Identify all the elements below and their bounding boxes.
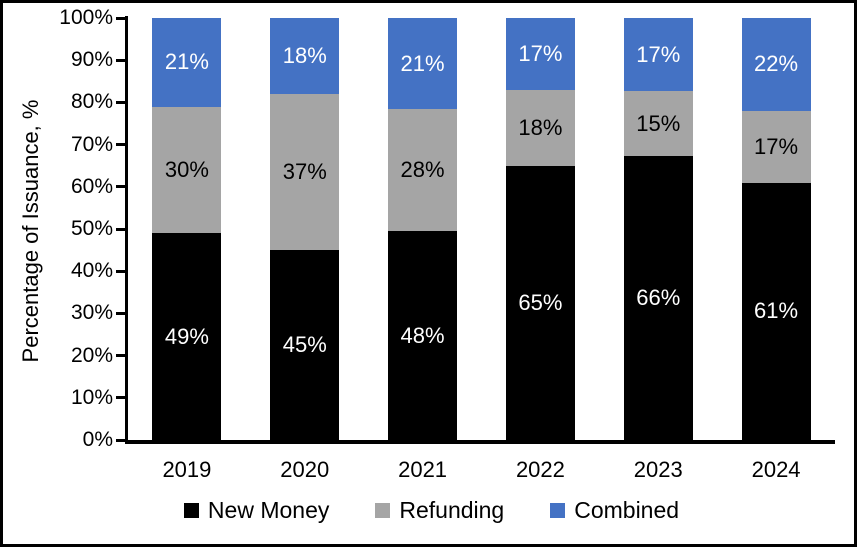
bar-segment-label: 65%: [518, 289, 563, 315]
legend-label: New Money: [207, 497, 330, 523]
legend-item-combined: Combined: [550, 497, 679, 524]
category-label: 2023: [633, 457, 683, 482]
legend-label: Refunding: [399, 497, 505, 523]
stacked-bar-chart: 0% 10% 20% 30% 40% 50% 60% 70% 80% 90% 100% 49% 30% 2…: [3, 3, 854, 544]
bar-segment-label: 17%: [754, 133, 799, 159]
bar-segment-new-money: [388, 231, 458, 440]
bar-segment-label: 21%: [164, 49, 209, 75]
bar-segment-label: 49%: [164, 323, 209, 349]
bar-segment-label: 21%: [400, 50, 445, 76]
bar-segment-label: 30%: [164, 156, 209, 182]
y-tick-label: 60%: [70, 174, 113, 198]
y-tick-mark: [116, 143, 125, 147]
bar-segment-label: 18%: [518, 114, 563, 140]
bar-segment-combined: [388, 18, 458, 110]
bar-segment-combined: [270, 18, 340, 94]
y-tick-label: 50%: [70, 217, 113, 240]
bar-segment-label: 45%: [282, 332, 327, 358]
y-tick-label: 70%: [70, 132, 113, 156]
bar-segment-refunding: [505, 89, 575, 166]
y-tick-label: 40%: [70, 259, 113, 283]
bar-segment-combined: [505, 18, 575, 90]
y-tick-label: 90%: [70, 48, 113, 72]
bar-segment-label: 37%: [282, 159, 327, 185]
y-tick-mark: [116, 396, 125, 400]
y-tick-label: 30%: [70, 301, 113, 325]
legend-label: Combined: [574, 497, 680, 523]
bar-segment-label: 18%: [282, 42, 327, 68]
category-label: 2021: [398, 457, 448, 482]
bar-segment-new-money: [741, 182, 811, 440]
y-tick-mark: [116, 58, 125, 62]
bar-segment-label: 61%: [754, 298, 799, 324]
bar-segment-refunding: [152, 106, 222, 234]
y-tick-mark: [116, 227, 125, 231]
bar-segment-label: 17%: [518, 40, 563, 66]
bar-segment-label: 17%: [636, 41, 681, 67]
bar-segment-new-money: [623, 155, 693, 440]
bar-segment-label: 28%: [400, 157, 445, 183]
y-tick-mark: [116, 438, 125, 442]
bar-segment-new-money: [505, 165, 575, 440]
new-money-swatch-icon: [183, 503, 199, 518]
category-label: 2019: [162, 457, 212, 482]
bar-segment-combined: [741, 18, 811, 111]
bar-segment-label: 66%: [636, 284, 681, 310]
y-tick-label: 10%: [70, 385, 113, 409]
category-label: 2024: [751, 457, 801, 482]
bar-segment-label: 48%: [400, 322, 445, 348]
y-axis-line: [125, 16, 128, 444]
y-tick-label: 0%: [82, 428, 113, 451]
legend-item-refunding: Refunding: [375, 497, 504, 524]
bar-segment-new-money: [270, 250, 340, 440]
bar-segment-label: 22%: [754, 51, 799, 77]
y-tick-mark: [116, 311, 125, 315]
y-tick-mark: [116, 100, 125, 104]
category-label: 2022: [515, 457, 565, 482]
y-tick-mark: [116, 269, 125, 273]
bar-segment-combined: [623, 18, 693, 92]
refunding-swatch-icon: [375, 503, 391, 518]
y-tick-label: 80%: [70, 90, 113, 114]
bar-segment-refunding: [270, 93, 340, 251]
bar-segment-combined: [152, 18, 222, 107]
bar-segment-refunding: [623, 91, 693, 156]
y-tick-label: 20%: [70, 343, 113, 367]
y-tick-mark: [116, 354, 125, 358]
y-tick-label: 100%: [59, 6, 113, 29]
bar-segment-refunding: [741, 110, 811, 183]
category-label: 2020: [280, 457, 330, 482]
legend-item-new-money: New Money: [183, 497, 330, 524]
x-axis-line: [125, 440, 835, 444]
bar-segment-refunding: [388, 109, 458, 232]
y-tick-mark: [116, 16, 125, 20]
chart-legend: New Money Refunding Combined: [3, 497, 854, 524]
combined-swatch-icon: [550, 503, 566, 518]
y-tick-mark: [116, 185, 125, 189]
bar-segment-label: 15%: [636, 110, 681, 136]
bar-segment-new-money: [152, 233, 222, 440]
